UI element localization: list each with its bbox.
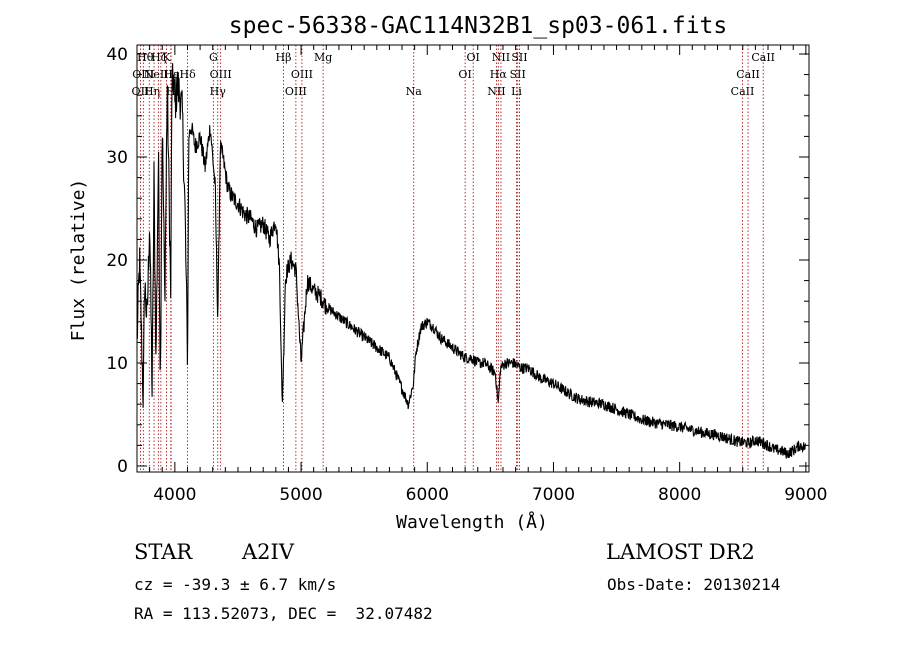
line-label: CaII [731,85,755,98]
x-tick-label: 6000 [406,485,449,505]
line-label: K [162,51,171,64]
line-label: OI [467,51,480,64]
y-axis: 0 10 20 30 40 [106,45,809,477]
line-label: Hε [163,68,179,81]
line-label: OIII [291,68,313,81]
emission-line-markers: OIIOIIIHθHηNeIIIHζKHHεHδGHγOIIIHβOIIIOII… [132,45,775,472]
y-tick-label: 10 [106,354,128,374]
line-label: OIII [210,68,232,81]
coordinates: RA = 113.52073, DEC = 32.07482 [134,604,433,623]
chart-title: spec-56338-GAC114N32B1_sp03-061.fits [229,13,728,39]
x-tick-label: 7000 [532,485,575,505]
y-tick-label: 20 [106,251,128,271]
line-label: Na [406,85,423,98]
x-tick-label: 4000 [153,485,196,505]
line-label: NII [492,51,510,64]
line-label: OII [132,85,150,98]
line-label: OIII [285,85,307,98]
line-label: OIII [132,68,154,81]
y-tick-label: 0 [117,457,128,477]
line-label: NII [487,85,505,98]
x-tick-label: 9000 [784,485,827,505]
spectral-subclass: A2IV [242,540,294,564]
y-tick-label: 30 [106,148,128,168]
line-label: Hζ [151,51,167,64]
line-label: Hη [144,85,160,98]
plot-frame [136,44,810,473]
line-label: CaII [736,68,760,81]
line-label: CaII [751,51,775,64]
obs-date: Obs-Date: 20130214 [607,575,781,594]
survey-name: LAMOST DR2 [606,540,755,564]
line-label: Hγ [210,85,227,98]
line-label: SII [510,68,526,81]
line-label: Mg [314,51,332,64]
x-tick-label: 8000 [658,485,701,505]
line-label: Li [511,85,522,98]
line-label: Hδ [179,68,196,81]
line-label: Hβ [276,51,292,64]
y-tick-label: 40 [106,45,128,65]
redshift-cz: cz = -39.3 ± 6.7 km/s [134,575,337,594]
line-label: G [209,51,218,64]
line-label: SII [511,51,527,64]
x-axis-label: Wavelength (Å) [396,511,548,533]
x-axis: 4000 5000 6000 7000 8000 9000 [149,45,827,505]
line-label: Hα [490,68,508,81]
object-type: STAR [134,540,193,564]
line-label: NeIII [144,68,173,81]
spectrum-line [136,63,807,459]
line-label: OI [458,68,471,81]
y-axis-label: Flux (relative) [68,179,89,342]
x-tick-label: 5000 [279,485,322,505]
